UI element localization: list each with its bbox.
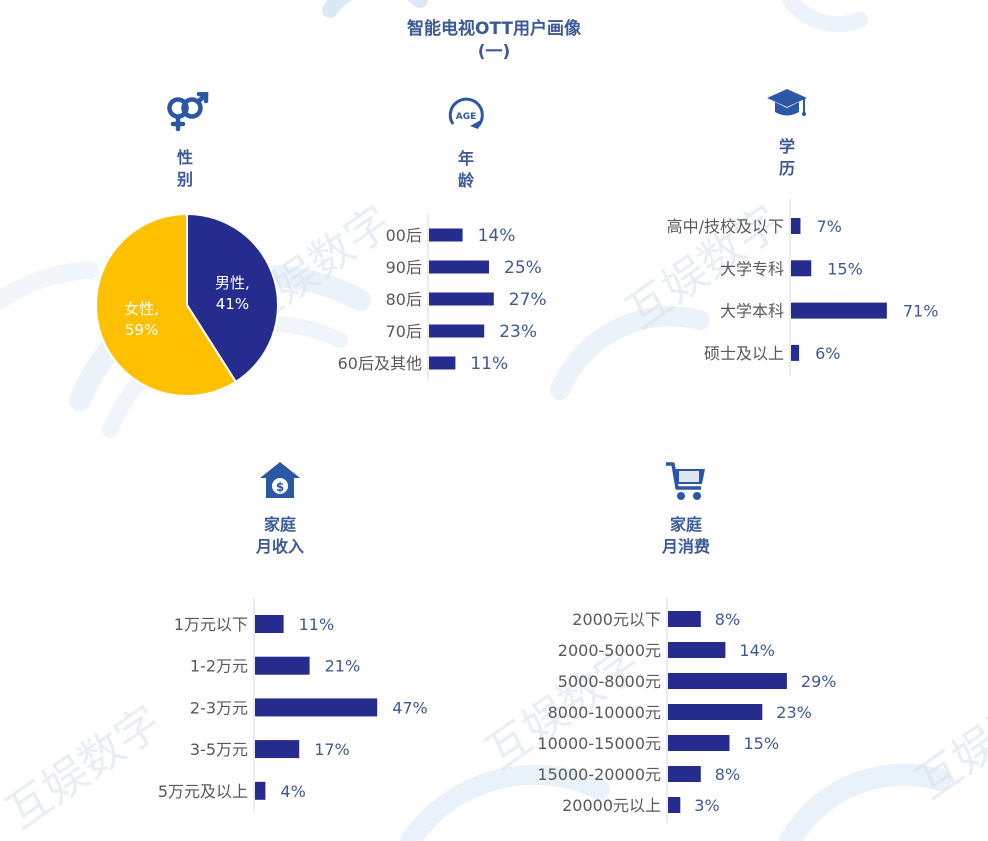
income-bar — [255, 740, 300, 759]
consumption-category-label: 5000-8000元 — [558, 672, 661, 691]
age-category-label: 70后 — [386, 322, 422, 341]
house-money-icon: $ — [260, 462, 300, 498]
income-category-label: 3-5万元 — [190, 740, 248, 759]
age-category-label: 80后 — [386, 290, 422, 309]
income-bar — [255, 615, 284, 633]
pie-slice — [95, 212, 238, 397]
consumption-bar — [668, 735, 730, 751]
income-bar — [255, 781, 266, 800]
age-title: 年 龄 — [457, 149, 474, 190]
education-category-label: 大学本科 — [720, 302, 784, 321]
consumption-category-label: 2000-5000元 — [558, 641, 661, 660]
consumption-value-label: 29% — [801, 672, 837, 691]
consumption-value-label: 15% — [744, 734, 780, 753]
consumption-bar — [668, 673, 787, 689]
age-bar — [429, 356, 456, 370]
income-value-label: 47% — [392, 698, 428, 717]
income-category-label: 5万元及以上 — [158, 782, 248, 801]
age-bar — [429, 292, 494, 306]
consumption-category-label: 8000-10000元 — [548, 703, 661, 722]
consumption-bar — [668, 766, 701, 782]
education-bar — [791, 302, 887, 319]
education-value-label: 6% — [815, 344, 840, 363]
age-category-label: 90后 — [386, 258, 422, 277]
pie-slice-value: 41% — [216, 295, 249, 313]
consumption-category-label: 2000元以下 — [572, 610, 661, 629]
svg-text:$: $ — [276, 480, 284, 494]
education-value-label: 71% — [903, 302, 939, 321]
consumption-value-label: 3% — [694, 796, 719, 815]
education-category-label: 大学专科 — [720, 259, 784, 278]
consumption-bar — [668, 704, 763, 720]
consumption-bar — [668, 611, 701, 627]
gender-title: 性 别 — [176, 148, 193, 189]
age-category-label: 00后 — [386, 226, 422, 245]
age-value-label: 11% — [470, 354, 508, 374]
age-value-label: 14% — [478, 226, 516, 246]
income-bar — [255, 698, 378, 717]
income-category-label: 1-2万元 — [190, 657, 248, 676]
education-category-label: 高中/技校及以下 — [667, 217, 784, 236]
consumption-category-label: 15000-20000元 — [537, 765, 661, 784]
education-bar — [791, 260, 812, 277]
age-value-label: 23% — [499, 322, 537, 342]
age-bar — [429, 324, 485, 338]
education-value-label: 7% — [816, 217, 841, 236]
consumption-value-label: 8% — [715, 765, 740, 784]
consumption-category-label: 20000元以上 — [562, 796, 661, 815]
gender-icon — [167, 92, 209, 132]
page-title: 智能电视OTT用户画像 (一) — [344, 18, 644, 64]
graduation-cap-icon — [767, 89, 807, 116]
income-value-label: 21% — [325, 657, 361, 676]
pie-slice-value: 59% — [125, 321, 158, 339]
income-bar — [255, 656, 310, 675]
pie-slice-label: 男性, — [215, 274, 250, 292]
income-category-label: 2-3万元 — [190, 698, 248, 717]
consumption-title: 家庭 月消费 — [661, 515, 710, 556]
consumption-bar — [668, 797, 681, 813]
page-title-line2: (一) — [477, 42, 511, 62]
income-category-label: 1万元以下 — [174, 615, 248, 634]
education-category-label: 硕士及以上 — [704, 344, 784, 363]
age-icon: AGE — [448, 97, 484, 129]
age-icon-text: AGE — [456, 112, 477, 122]
income-value-label: 11% — [299, 615, 335, 634]
income-value-label: 4% — [280, 782, 305, 801]
age-bar — [429, 228, 463, 242]
income-title: 家庭 月收入 — [255, 515, 304, 556]
age-category-label: 60后及其他 — [338, 354, 422, 373]
consumption-value-label: 14% — [739, 641, 775, 660]
education-bar — [791, 344, 800, 361]
age-value-label: 27% — [509, 290, 547, 310]
education-bar — [791, 218, 801, 234]
page-title-line1: 智能电视OTT用户画像 — [406, 19, 582, 39]
income-value-label: 17% — [314, 740, 350, 759]
education-value-label: 15% — [827, 259, 863, 278]
consumption-category-label: 10000-15000元 — [537, 734, 661, 753]
shopping-cart-icon — [666, 462, 705, 500]
consumption-value-label: 23% — [776, 703, 812, 722]
age-bar — [429, 260, 489, 274]
education-title: 学 历 — [778, 137, 795, 178]
pie-slice-label: 女性, — [124, 300, 159, 318]
consumption-value-label: 8% — [715, 610, 740, 629]
age-value-label: 25% — [504, 258, 542, 278]
consumption-bar — [668, 642, 726, 658]
